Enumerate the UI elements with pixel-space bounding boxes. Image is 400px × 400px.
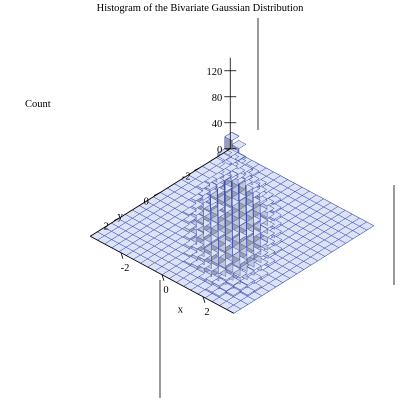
z-axis-label: Count bbox=[25, 99, 51, 110]
y-tick bbox=[194, 167, 201, 171]
z-tick-label: 0 bbox=[217, 145, 222, 156]
histogram-bar bbox=[239, 286, 256, 297]
x-tick-label: -2 bbox=[121, 263, 130, 274]
y-tick-label: 0 bbox=[144, 197, 149, 208]
z-tick-label: 80 bbox=[212, 93, 223, 104]
bar-top bbox=[218, 282, 234, 292]
chart-title: Histogram of the Bivariate Gaussian Dist… bbox=[97, 3, 305, 14]
bar-top bbox=[239, 286, 256, 296]
histogram-bars bbox=[89, 131, 375, 314]
y-tick-label: 2 bbox=[104, 222, 109, 233]
x-tick bbox=[161, 274, 165, 281]
x-tick-label: 2 bbox=[204, 307, 209, 318]
y-tick-label: -2 bbox=[182, 172, 191, 183]
histogram-bar bbox=[211, 287, 227, 298]
axes bbox=[90, 18, 395, 398]
x-tick-label: 0 bbox=[163, 285, 168, 296]
bar-top bbox=[225, 287, 241, 296]
z-tick-label: 40 bbox=[212, 119, 223, 130]
bar-top bbox=[224, 132, 240, 141]
z-tick-label: 120 bbox=[207, 67, 223, 78]
x-tick bbox=[202, 296, 206, 303]
y-tick bbox=[154, 192, 161, 196]
bar-top bbox=[239, 276, 255, 286]
x-tick bbox=[120, 252, 124, 259]
bar-top bbox=[225, 276, 241, 286]
y-axis-label: y bbox=[118, 211, 124, 222]
x-axis-label: x bbox=[178, 304, 184, 315]
bar-top bbox=[232, 281, 248, 291]
y-tick bbox=[114, 217, 121, 221]
bar-top bbox=[231, 140, 247, 149]
histogram-bar bbox=[225, 286, 241, 298]
